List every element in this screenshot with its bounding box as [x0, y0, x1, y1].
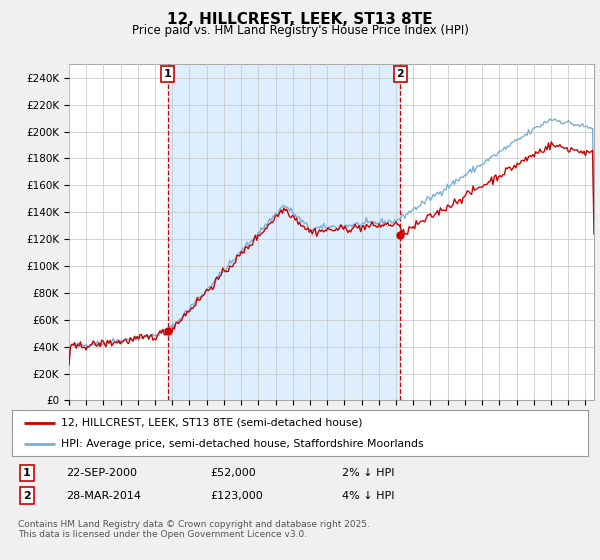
Text: 4% ↓ HPI: 4% ↓ HPI: [342, 491, 395, 501]
Bar: [167, 64, 400, 400]
Text: 2% ↓ HPI: 2% ↓ HPI: [342, 468, 395, 478]
Text: HPI: Average price, semi-detached house, Staffordshire Moorlands: HPI: Average price, semi-detached house,…: [61, 439, 424, 449]
Text: 1: 1: [164, 69, 172, 79]
Text: 2: 2: [397, 69, 404, 79]
Text: 22-SEP-2000: 22-SEP-2000: [66, 468, 137, 478]
Text: £52,000: £52,000: [210, 468, 256, 478]
Text: £123,000: £123,000: [210, 491, 263, 501]
Text: 1: 1: [23, 468, 31, 478]
Text: 12, HILLCREST, LEEK, ST13 8TE: 12, HILLCREST, LEEK, ST13 8TE: [167, 12, 433, 27]
Text: 28-MAR-2014: 28-MAR-2014: [66, 491, 141, 501]
Text: Contains HM Land Registry data © Crown copyright and database right 2025.
This d: Contains HM Land Registry data © Crown c…: [18, 520, 370, 539]
Text: 12, HILLCREST, LEEK, ST13 8TE (semi-detached house): 12, HILLCREST, LEEK, ST13 8TE (semi-deta…: [61, 418, 362, 428]
Text: Price paid vs. HM Land Registry's House Price Index (HPI): Price paid vs. HM Land Registry's House …: [131, 24, 469, 36]
Text: 2: 2: [23, 491, 31, 501]
